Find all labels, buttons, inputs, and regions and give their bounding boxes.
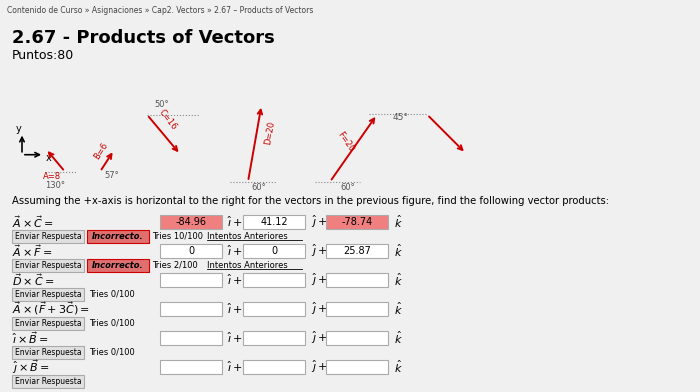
Bar — [12, 375, 84, 388]
Text: $\hat{k}$: $\hat{k}$ — [394, 243, 402, 259]
Text: 130°: 130° — [45, 181, 65, 190]
Text: $\hat{\imath} \times \vec{B} =$: $\hat{\imath} \times \vec{B} =$ — [12, 330, 49, 346]
Text: $\vec{A} \times \vec{C} =$: $\vec{A} \times \vec{C} =$ — [12, 214, 54, 230]
Text: Assuming the +x-axis is horizontal to the right for the vectors in the previous : Assuming the +x-axis is horizontal to th… — [12, 196, 609, 206]
Text: $\hat{\imath}+$: $\hat{\imath}+$ — [227, 302, 243, 316]
Text: $\vec{A} \times \vec{F} =$: $\vec{A} \times \vec{F} =$ — [12, 243, 52, 259]
Text: Puntos:80: Puntos:80 — [12, 49, 74, 62]
Text: Incorrecto.: Incorrecto. — [92, 261, 144, 270]
Text: $\hat{\jmath}+$: $\hat{\jmath}+$ — [311, 330, 328, 346]
Text: Enviar Respuesta: Enviar Respuesta — [15, 377, 81, 386]
Bar — [326, 331, 388, 345]
Text: $\hat{k}$: $\hat{k}$ — [394, 330, 402, 346]
Text: $\hat{\jmath}+$: $\hat{\jmath}+$ — [311, 301, 328, 317]
Text: B=6: B=6 — [92, 140, 109, 161]
Bar — [243, 302, 305, 316]
Text: $\hat{\jmath}+$: $\hat{\jmath}+$ — [311, 359, 328, 375]
Text: Tries 0/100: Tries 0/100 — [89, 319, 134, 328]
Text: 45°: 45° — [393, 113, 409, 122]
Bar — [160, 244, 222, 258]
Text: -78.74: -78.74 — [342, 217, 372, 227]
Text: 0: 0 — [188, 246, 194, 256]
Text: y: y — [16, 124, 22, 134]
Text: Enviar Respuesta: Enviar Respuesta — [15, 232, 81, 241]
Text: Contenido de Curso » Asignaciones » Cap2. Vectors » 2.67 – Products of Vectors: Contenido de Curso » Asignaciones » Cap2… — [7, 6, 314, 15]
Text: 50°: 50° — [154, 100, 169, 109]
Text: -84.96: -84.96 — [176, 217, 206, 227]
Text: $\hat{\jmath}+$: $\hat{\jmath}+$ — [311, 272, 328, 288]
Bar — [12, 259, 84, 272]
Bar — [326, 302, 388, 316]
Bar — [243, 360, 305, 374]
Text: Tries 0/100: Tries 0/100 — [89, 290, 134, 299]
Bar — [326, 360, 388, 374]
Text: $\hat{\imath}+$: $\hat{\imath}+$ — [227, 331, 243, 345]
Text: A=8: A=8 — [43, 172, 61, 181]
Text: $\vec{D} \times \vec{C} =$: $\vec{D} \times \vec{C} =$ — [12, 272, 55, 288]
Bar — [160, 273, 222, 287]
Text: 60°: 60° — [340, 183, 355, 192]
Text: C=16: C=16 — [157, 108, 178, 132]
Bar — [243, 215, 305, 229]
Text: Enviar Respuesta: Enviar Respuesta — [15, 319, 81, 328]
Text: $\hat{\imath}+$: $\hat{\imath}+$ — [227, 244, 243, 258]
Bar — [243, 331, 305, 345]
Text: 25.87: 25.87 — [343, 246, 371, 256]
Bar — [12, 288, 84, 301]
Text: Tries 0/100: Tries 0/100 — [89, 348, 134, 357]
Text: $\hat{\imath}+$: $\hat{\imath}+$ — [227, 214, 243, 229]
Text: $\hat{k}$: $\hat{k}$ — [394, 272, 402, 288]
Text: F=20: F=20 — [335, 130, 356, 153]
Text: x: x — [46, 153, 52, 163]
Text: $\vec{A} \times (\vec{F}+3\vec{C}) =$: $\vec{A} \times (\vec{F}+3\vec{C}) =$ — [12, 301, 90, 317]
Bar — [12, 317, 84, 330]
Bar — [160, 360, 222, 374]
Text: $\hat{k}$: $\hat{k}$ — [394, 301, 402, 317]
Text: $\hat{\imath}+$: $\hat{\imath}+$ — [227, 360, 243, 374]
Text: $\hat{\jmath}+$: $\hat{\jmath}+$ — [311, 243, 328, 259]
Text: Enviar Respuesta: Enviar Respuesta — [15, 348, 81, 357]
Text: Tries 2/100: Tries 2/100 — [152, 261, 197, 270]
Text: $\hat{\imath}+$: $\hat{\imath}+$ — [227, 273, 243, 287]
Bar — [243, 273, 305, 287]
Bar — [160, 331, 222, 345]
Bar — [243, 244, 305, 258]
Bar — [326, 273, 388, 287]
Text: 2.67 - Products of Vectors: 2.67 - Products of Vectors — [12, 29, 274, 47]
Text: D=20: D=20 — [263, 120, 276, 145]
Bar — [160, 302, 222, 316]
Text: Tries 10/100: Tries 10/100 — [152, 232, 203, 241]
Text: Enviar Respuesta: Enviar Respuesta — [15, 290, 81, 299]
Text: Incorrecto.: Incorrecto. — [92, 232, 144, 241]
Text: $\hat{\jmath} \times \vec{B} =$: $\hat{\jmath} \times \vec{B} =$ — [12, 358, 50, 376]
Bar — [326, 215, 388, 229]
Bar — [12, 346, 84, 359]
Text: $\hat{k}$: $\hat{k}$ — [394, 359, 402, 375]
Text: Intentos Anteriores: Intentos Anteriores — [207, 232, 288, 241]
Bar — [160, 215, 222, 229]
Text: 60°: 60° — [251, 183, 266, 192]
Bar — [87, 259, 149, 272]
Text: 41.12: 41.12 — [260, 217, 288, 227]
Text: 57°: 57° — [104, 171, 119, 180]
Text: $\hat{\jmath}+$: $\hat{\jmath}+$ — [311, 214, 328, 230]
Text: Intentos Anteriores: Intentos Anteriores — [207, 261, 288, 270]
Text: Enviar Respuesta: Enviar Respuesta — [15, 261, 81, 270]
Bar — [87, 230, 149, 243]
Text: 0: 0 — [271, 246, 277, 256]
Bar — [326, 244, 388, 258]
Text: $\hat{k}$: $\hat{k}$ — [394, 214, 402, 230]
Bar — [12, 230, 84, 243]
